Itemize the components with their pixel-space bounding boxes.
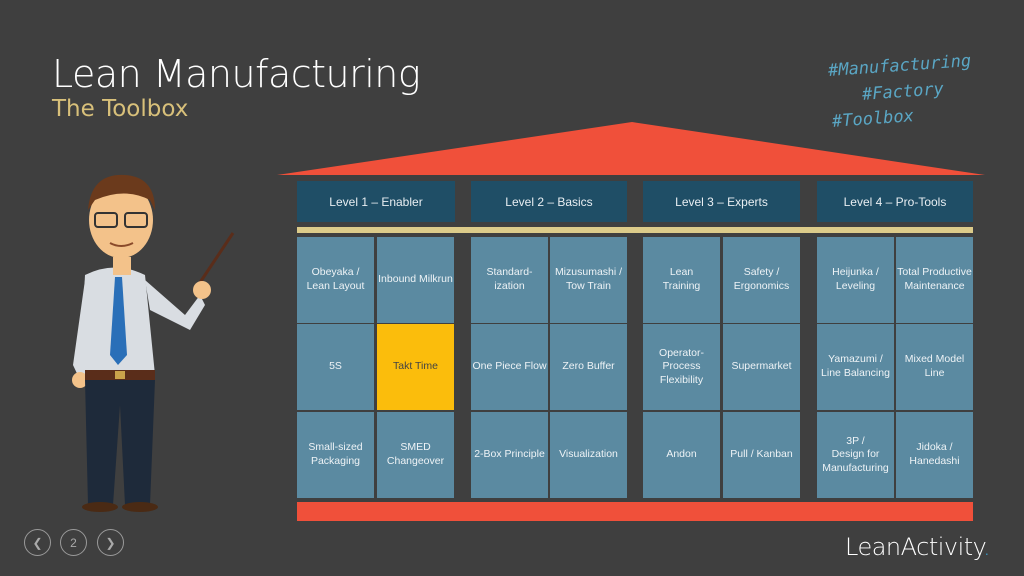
slide-title: Lean Manufacturing — [52, 52, 421, 96]
slide-subtitle: The Toolbox — [52, 96, 189, 122]
tool-cell: Takt Time — [377, 324, 454, 410]
chevron-right-icon: ❯ — [105, 535, 116, 550]
tool-cell: Zero Buffer — [550, 324, 627, 410]
logo-text: LeanActivity — [845, 533, 983, 561]
tool-cell: Jidoka / Hanedashi — [896, 412, 973, 498]
presenter-illustration-icon — [72, 174, 235, 512]
logo: LeanActivity. — [845, 533, 991, 561]
logo-dot: . — [982, 533, 991, 561]
tool-cell: Small-sized Packaging — [297, 412, 374, 498]
tool-cell: Visualization — [550, 412, 627, 498]
tool-cell: Mixed Model Line — [896, 324, 973, 410]
tool-cell: Heijunka / Leveling — [817, 237, 894, 323]
tool-cell: Obeyaka / Lean Layout — [297, 237, 374, 323]
tool-cell: One Piece Flow — [471, 324, 548, 410]
tool-cell: SMED Changeover — [377, 412, 454, 498]
level-1-header: Level 1 – Enabler — [297, 181, 455, 222]
tool-cell: Supermarket — [723, 324, 800, 410]
next-slide-button[interactable]: ❯ — [97, 529, 124, 556]
tool-cell: 3P / Design for Manufacturing — [817, 412, 894, 498]
tool-cell: Inbound Milkrun — [377, 237, 454, 323]
page-number[interactable]: 2 — [60, 529, 87, 556]
chevron-left-icon: ❮ — [32, 535, 43, 550]
tool-cell: Pull / Kanban — [723, 412, 800, 498]
level-2-header: Level 2 – Basics — [471, 181, 627, 222]
level-3-header: Level 3 – Experts — [643, 181, 800, 222]
tool-cell: Yamazumi / Line Balancing — [817, 324, 894, 410]
tool-cell: Lean Training — [643, 237, 720, 323]
beam — [297, 227, 973, 233]
tool-cell: Operator- Process Flexibility — [643, 324, 720, 410]
foundation — [297, 502, 973, 521]
tool-cell: Andon — [643, 412, 720, 498]
tool-cell: 5S — [297, 324, 374, 410]
tool-cell: Safety / Ergonomics — [723, 237, 800, 323]
tool-cell: Mizusumashi / Tow Train — [550, 237, 627, 323]
tool-cell: 2-Box Principle — [471, 412, 548, 498]
prev-slide-button[interactable]: ❮ — [24, 529, 51, 556]
level-4-header: Level 4 – Pro-Tools — [817, 181, 973, 222]
tool-cell: Standard- ization — [471, 237, 548, 323]
tool-cell: Total Productive Maintenance — [896, 237, 973, 323]
